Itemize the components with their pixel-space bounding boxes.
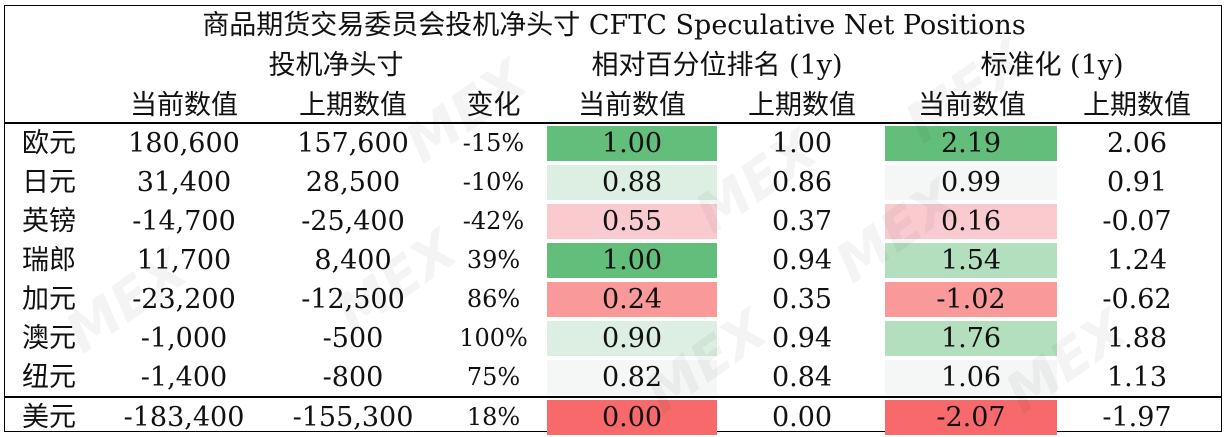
subheader-std-previous: 上期数值 [1083,90,1191,121]
row-label: 澳元 [22,323,76,354]
change-value: -42% [462,207,525,235]
subheader-rank-current: 当前数值 [578,90,686,121]
current-value: -1,000 [140,323,228,354]
previous-value: 157,600 [297,128,409,159]
header-divider [4,122,1222,124]
current-value: 180,600 [128,128,240,159]
change-value: 39% [466,246,521,274]
rank-current: 1.00 [547,126,717,161]
std-previous: 0.91 [1106,167,1168,198]
rank-current: 0.24 [547,282,717,317]
std-current: 2.19 [885,126,1057,161]
rank-previous: 0.94 [771,323,833,354]
previous-value: -800 [322,362,384,393]
std-previous: 1.88 [1106,323,1168,354]
subheader-previous: 上期数值 [299,90,407,121]
std-current: -2.07 [885,400,1057,435]
change-value: -10% [462,168,525,196]
row-label: 瑞郎 [22,245,76,276]
row-label: 英镑 [22,206,76,237]
std-current: 0.16 [885,204,1057,239]
previous-value: 8,400 [314,245,392,276]
rank-previous: 0.00 [771,402,833,433]
subheader-change: 变化 [466,90,521,121]
std-previous: 1.13 [1106,362,1168,393]
change-value: 18% [466,403,521,431]
group-header-positions: 投机净头寸 [268,50,404,81]
change-value: 100% [459,324,528,352]
previous-value: 28,500 [305,167,401,198]
std-previous: -0.07 [1102,206,1172,237]
rank-current: 0.90 [547,321,717,356]
row-label: 欧元 [22,128,76,159]
table-row: 加元 -23,200 -12,500 86% 0.24 0.35 -1.02 -0.62 [0,280,1228,319]
rank-previous: 0.37 [771,206,833,237]
std-previous: -0.62 [1102,284,1172,315]
rank-current: 0.82 [547,360,717,395]
rank-previous: 0.35 [771,284,833,315]
change-value: 75% [466,363,521,391]
previous-value: -155,300 [292,402,414,433]
subheader-current: 当前数值 [130,90,238,121]
std-previous: 2.06 [1106,128,1168,159]
table-row: 欧元 180,600 157,600 -15% 1.00 1.00 2.19 2.06 [0,124,1228,163]
std-current: 1.54 [885,243,1057,278]
table-row: 纽元 -1,400 -800 75% 0.82 0.84 1.06 1.13 [0,358,1228,397]
usd-divider [4,396,1222,398]
subheader-rank-previous: 上期数值 [748,90,856,121]
previous-value: -500 [322,323,384,354]
rank-current: 1.00 [547,243,717,278]
row-label: 美元 [22,402,76,433]
group-header-std: 标准化 (1y) [980,50,1124,81]
std-current: 0.99 [885,165,1057,200]
rank-current: 0.55 [547,204,717,239]
table-row: 英镑 -14,700 -25,400 -42% 0.55 0.37 0.16 -0.07 [0,202,1228,241]
table-title: 商品期货交易委员会投机净头寸 CFTC Speculative Net Posi… [202,10,1026,41]
row-label: 加元 [22,284,76,315]
std-current: -1.02 [885,282,1057,317]
std-previous: 1.24 [1106,245,1168,276]
std-current: 1.76 [885,321,1057,356]
change-value: -15% [462,129,525,157]
current-value: 31,400 [136,167,232,198]
table-row: 美元 -183,400 -155,300 18% 0.00 0.00 -2.07 -1.97 [0,398,1228,437]
table-row: 日元 31,400 28,500 -10% 0.88 0.86 0.99 0.91 [0,163,1228,202]
rank-current: 0.88 [547,165,717,200]
std-current: 1.06 [885,360,1057,395]
previous-value: -25,400 [301,206,405,237]
change-value: 86% [466,285,521,313]
previous-value: -12,500 [301,284,405,315]
current-value: -14,700 [132,206,236,237]
row-label: 日元 [22,167,76,198]
rank-previous: 0.86 [771,167,833,198]
current-value: 11,700 [136,245,232,276]
std-previous: -1.97 [1102,402,1172,433]
current-value: -23,200 [132,284,236,315]
table-row: 瑞郎 11,700 8,400 39% 1.00 0.94 1.54 1.24 [0,241,1228,280]
rank-current: 0.00 [547,400,717,435]
rank-previous: 0.84 [771,362,833,393]
rank-previous: 1.00 [771,128,833,159]
group-header-rank: 相对百分位排名 (1y) [591,50,843,81]
table-row: 澳元 -1,000 -500 100% 0.90 0.94 1.76 1.88 [0,319,1228,358]
current-value: -183,400 [123,402,245,433]
row-label: 纽元 [22,362,76,393]
current-value: -1,400 [140,362,228,393]
rank-previous: 0.94 [771,245,833,276]
subheader-std-current: 当前数值 [918,90,1026,121]
